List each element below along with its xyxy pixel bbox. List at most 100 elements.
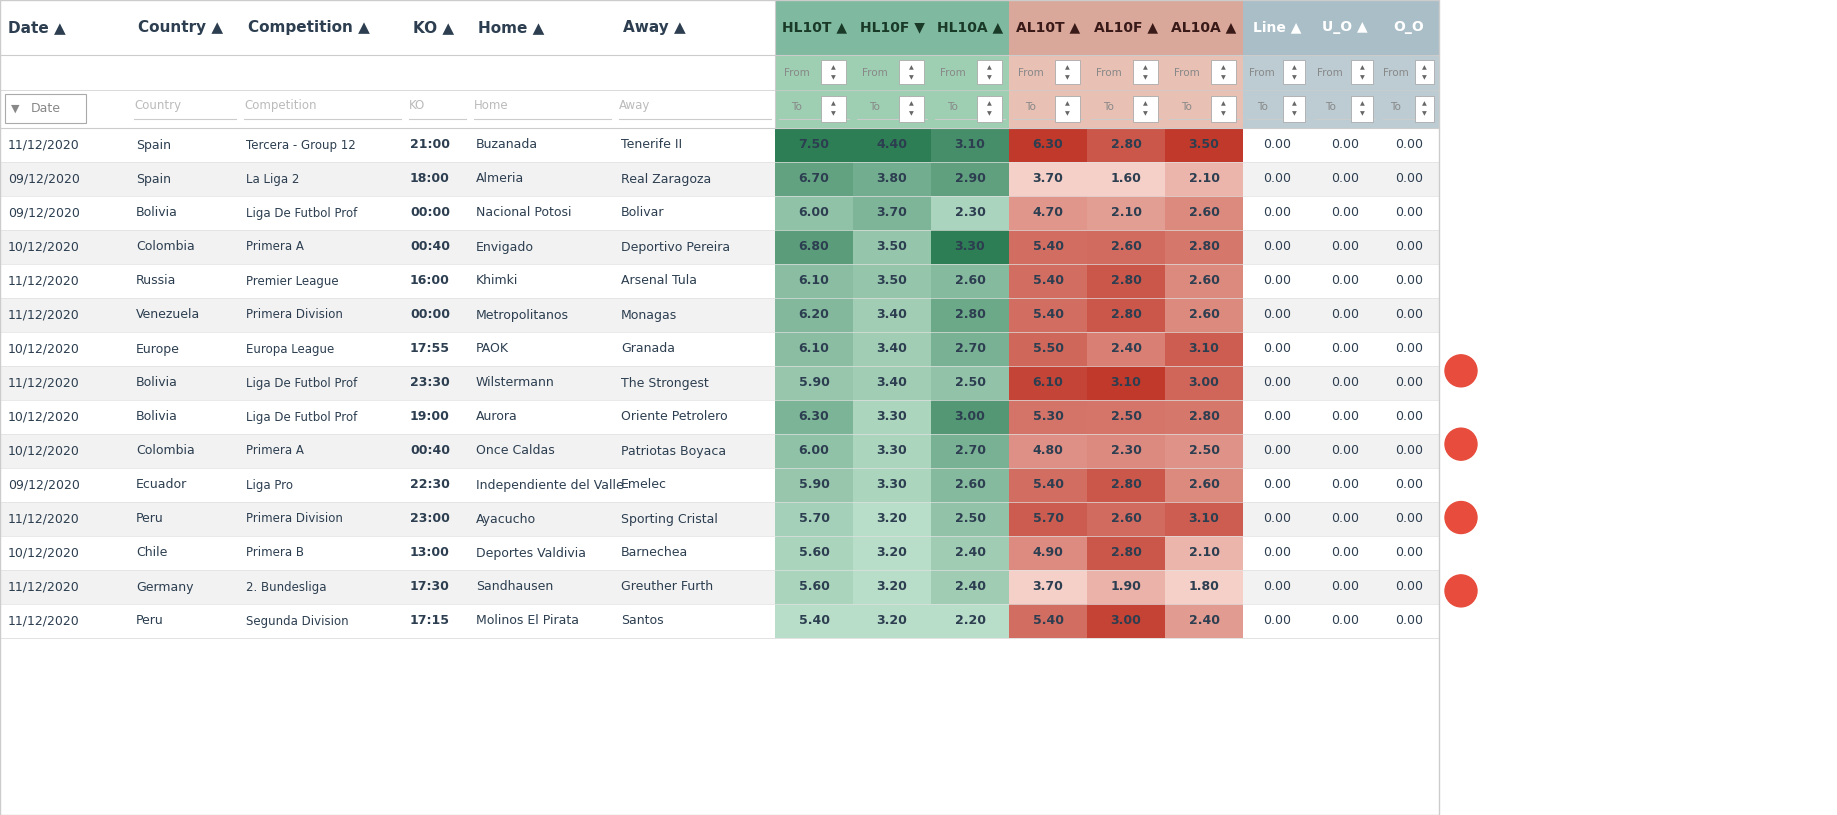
FancyBboxPatch shape	[977, 60, 1001, 84]
Text: ▼: ▼	[1359, 75, 1365, 80]
Bar	[1009, 0, 1244, 55]
Text: 2.80: 2.80	[1189, 240, 1220, 253]
Text: 0.00: 0.00	[1332, 275, 1359, 288]
Text: 0.00: 0.00	[1394, 615, 1424, 628]
Bar	[1088, 298, 1165, 332]
Circle shape	[1446, 575, 1477, 607]
Text: Home: Home	[474, 99, 509, 112]
Text: ▲: ▲	[830, 101, 836, 106]
Text: Barnechea: Barnechea	[621, 547, 689, 560]
Text: 0.00: 0.00	[1264, 411, 1291, 424]
Text: Date: Date	[29, 102, 61, 115]
Bar	[931, 570, 1009, 604]
Text: Deportivo Pereira: Deportivo Pereira	[621, 240, 729, 253]
Text: 2.50: 2.50	[1189, 444, 1220, 457]
Bar	[1244, 196, 1312, 230]
Text: KO: KO	[410, 99, 424, 112]
Bar	[1312, 366, 1380, 400]
Text: Nacional Potosi: Nacional Potosi	[476, 206, 571, 219]
Text: 2.10: 2.10	[1189, 173, 1220, 186]
Text: 2.30: 2.30	[955, 206, 985, 219]
Text: 0.00: 0.00	[1394, 444, 1424, 457]
Text: 6.20: 6.20	[799, 309, 830, 321]
Text: Primera A: Primera A	[246, 444, 303, 457]
Text: 2.20: 2.20	[955, 615, 985, 628]
Text: 6.00: 6.00	[799, 206, 830, 219]
Text: 3.50: 3.50	[876, 275, 907, 288]
Text: ▼: ▼	[1222, 112, 1225, 117]
Text: 2.40: 2.40	[1189, 615, 1220, 628]
Text: Envigado: Envigado	[476, 240, 535, 253]
Text: ▲: ▲	[1143, 65, 1148, 70]
Text: 0.00: 0.00	[1332, 547, 1359, 560]
Text: 0.00: 0.00	[1332, 615, 1359, 628]
FancyBboxPatch shape	[821, 96, 845, 121]
Text: Primera Division: Primera Division	[246, 309, 344, 321]
Text: 5.70: 5.70	[1032, 513, 1064, 526]
Bar	[1088, 536, 1165, 570]
Text: 0.00: 0.00	[1264, 547, 1291, 560]
Text: 3.70: 3.70	[1032, 173, 1064, 186]
FancyBboxPatch shape	[1054, 60, 1080, 84]
Bar	[1244, 298, 1312, 332]
Text: The Strongest: The Strongest	[621, 377, 709, 390]
Text: Liga De Futbol Prof: Liga De Futbol Prof	[246, 206, 356, 219]
Text: ▼: ▼	[1359, 112, 1365, 117]
Text: O_O: O_O	[1394, 20, 1424, 34]
Text: 09/12/2020: 09/12/2020	[7, 478, 79, 491]
Text: Premier League: Premier League	[246, 275, 338, 288]
Text: Oriente Petrolero: Oriente Petrolero	[621, 411, 727, 424]
Bar	[931, 196, 1009, 230]
Text: 5.40: 5.40	[1032, 478, 1064, 491]
Text: ▲: ▲	[909, 65, 913, 70]
Text: HL10F ▼: HL10F ▼	[860, 20, 924, 34]
Bar	[775, 55, 1009, 90]
Bar	[0, 536, 775, 570]
Text: 0.00: 0.00	[1264, 309, 1291, 321]
Text: Colombia: Colombia	[136, 240, 195, 253]
Text: 11/12/2020: 11/12/2020	[7, 615, 79, 628]
Bar	[0, 264, 775, 298]
Bar	[1088, 162, 1165, 196]
Bar	[931, 332, 1009, 366]
Text: 2.60: 2.60	[955, 478, 985, 491]
Bar	[852, 196, 931, 230]
Bar	[852, 298, 931, 332]
Bar	[1088, 400, 1165, 434]
Text: 5.40: 5.40	[1032, 309, 1064, 321]
Bar	[852, 332, 931, 366]
Text: 3.20: 3.20	[876, 615, 907, 628]
Bar	[775, 468, 852, 502]
Text: 5.70: 5.70	[799, 513, 830, 526]
Bar	[1165, 264, 1244, 298]
Text: Emelec: Emelec	[621, 478, 667, 491]
Text: 0.00: 0.00	[1264, 478, 1291, 491]
Text: 2.80: 2.80	[1111, 275, 1141, 288]
Text: Khimki: Khimki	[476, 275, 518, 288]
Text: 4.70: 4.70	[1032, 206, 1064, 219]
Text: ▲: ▲	[1065, 101, 1069, 106]
Bar	[1380, 196, 1438, 230]
Text: 00:00: 00:00	[410, 206, 450, 219]
Bar	[1312, 298, 1380, 332]
Text: 0.00: 0.00	[1332, 206, 1359, 219]
Text: 5.40: 5.40	[1032, 275, 1064, 288]
Bar	[0, 570, 775, 604]
Text: Peru: Peru	[136, 615, 163, 628]
Bar	[775, 264, 852, 298]
Bar	[931, 128, 1009, 162]
Text: ▼: ▼	[1422, 112, 1426, 117]
Text: 0.00: 0.00	[1394, 478, 1424, 491]
Text: 0.00: 0.00	[1264, 377, 1291, 390]
Text: 6.70: 6.70	[799, 173, 830, 186]
Text: 0.00: 0.00	[1264, 513, 1291, 526]
Text: 2.60: 2.60	[1111, 240, 1141, 253]
Text: Home ▲: Home ▲	[478, 20, 544, 35]
Text: Patriotas Boyaca: Patriotas Boyaca	[621, 444, 726, 457]
Bar	[0, 0, 1438, 815]
Text: 0.00: 0.00	[1394, 240, 1424, 253]
Text: From: From	[1383, 68, 1409, 77]
Text: 2.60: 2.60	[1111, 513, 1141, 526]
Text: ▼: ▼	[909, 75, 913, 80]
Text: 2.90: 2.90	[955, 173, 985, 186]
